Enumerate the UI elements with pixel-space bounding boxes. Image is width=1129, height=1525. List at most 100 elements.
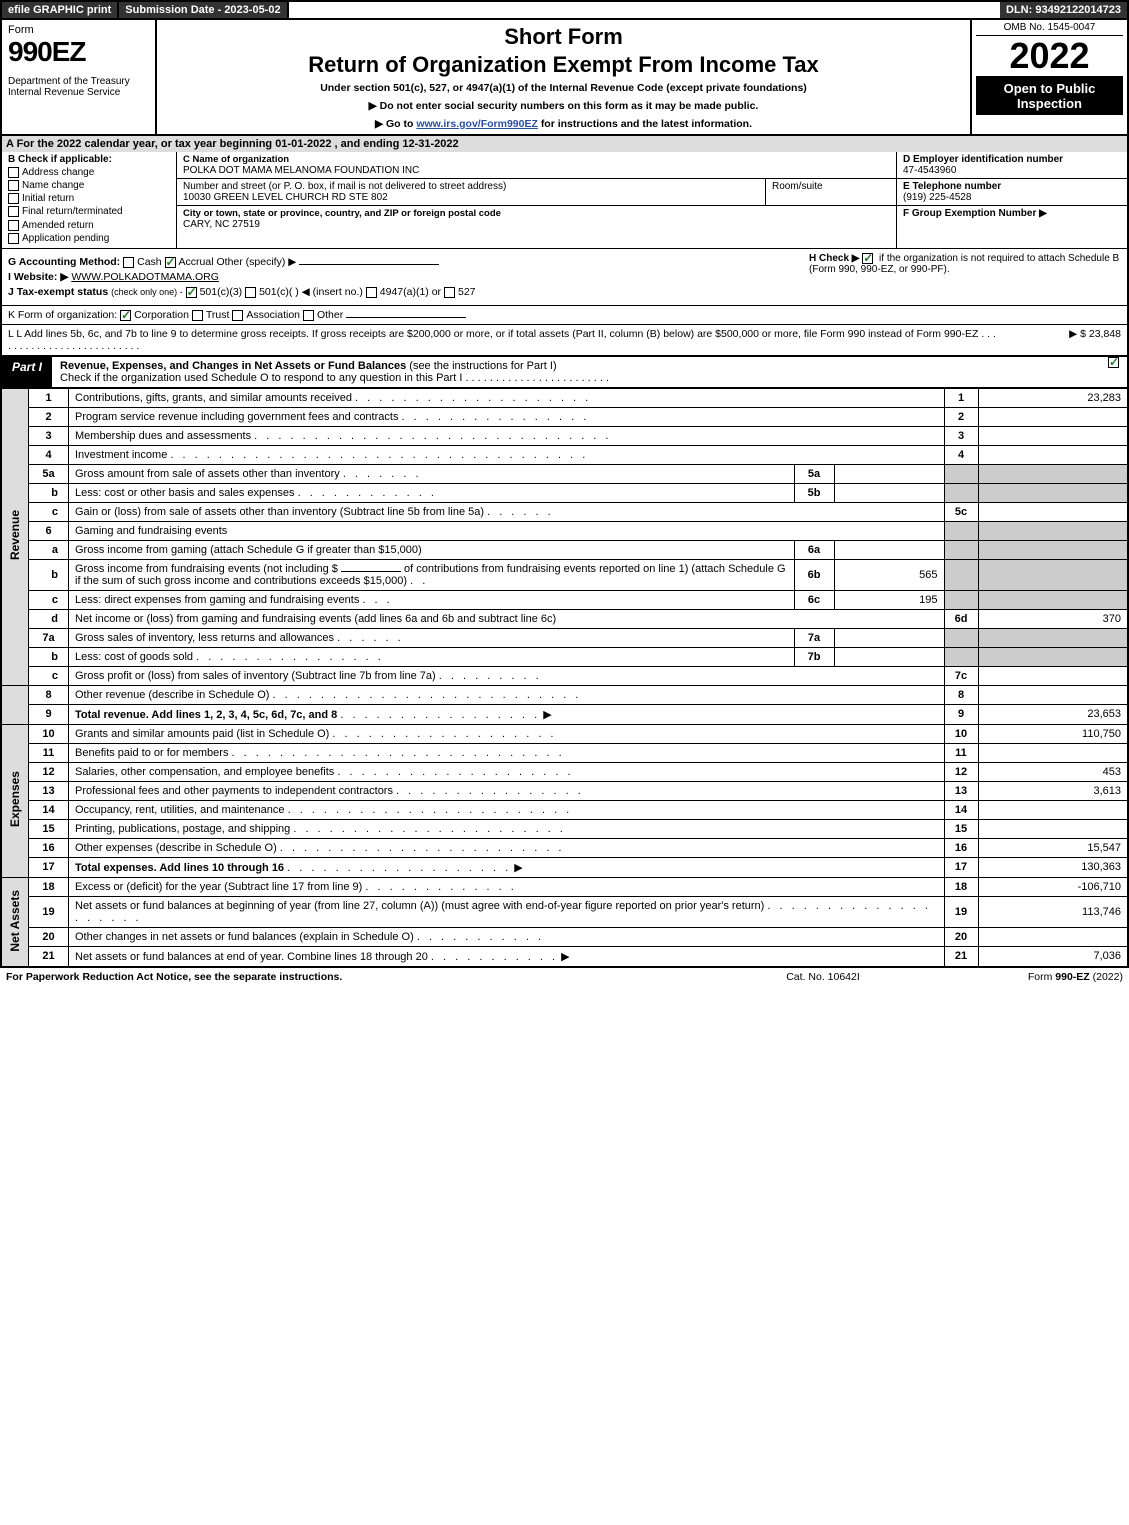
dept-treasury: Department of the Treasury Internal Reve… bbox=[8, 76, 149, 98]
chk-501c3[interactable] bbox=[186, 287, 197, 298]
table-row: c Gain or (loss) from sale of assets oth… bbox=[1, 502, 1128, 521]
chk-amended-return-label: Amended return bbox=[22, 220, 94, 231]
table-row: 19 Net assets or fund balances at beginn… bbox=[1, 896, 1128, 927]
line-ref: 14 bbox=[944, 800, 978, 819]
part1-table: Revenue 1 Contributions, gifts, grants, … bbox=[0, 388, 1129, 967]
line-amount: 453 bbox=[978, 762, 1128, 781]
line-ref: 18 bbox=[944, 877, 978, 896]
line-desc: Grants and similar amounts paid (list in… bbox=[75, 728, 329, 740]
line-ref: 5c bbox=[944, 502, 978, 521]
subline-amount bbox=[834, 464, 944, 483]
line-desc: Total revenue. Add lines 1, 2, 3, 4, 5c,… bbox=[75, 709, 337, 721]
chk-trust[interactable] bbox=[192, 310, 203, 321]
footer-right: Form 990-EZ (2022) bbox=[923, 971, 1123, 983]
website-link[interactable]: WWW.POLKADOTMAMA.ORG bbox=[71, 271, 219, 283]
chk-association[interactable] bbox=[232, 310, 243, 321]
line-num: 1 bbox=[29, 388, 69, 407]
line-num: 7a bbox=[29, 628, 69, 647]
chk-schedule-b[interactable] bbox=[862, 253, 873, 264]
chk-accrual[interactable] bbox=[165, 257, 176, 268]
arrow-icon: ▶ bbox=[514, 862, 522, 874]
phone-value: (919) 225-4528 bbox=[903, 192, 1121, 203]
opt-501c: 501(c)( ) ◀ (insert no.) bbox=[259, 286, 363, 298]
city-cell: City or town, state or province, country… bbox=[177, 206, 896, 232]
line-desc: Net assets or fund balances at end of ye… bbox=[75, 951, 428, 963]
line-num: 5a bbox=[29, 464, 69, 483]
table-row: Net Assets 18 Excess or (deficit) for th… bbox=[1, 877, 1128, 896]
grey-cell bbox=[944, 559, 978, 590]
chk-other-org[interactable] bbox=[303, 310, 314, 321]
subline-amount bbox=[834, 540, 944, 559]
form-word: Form bbox=[8, 24, 149, 36]
line-num: a bbox=[29, 540, 69, 559]
part1-tab: Part I bbox=[2, 357, 52, 387]
rows-ghij: G Accounting Method: Cash Accrual Other … bbox=[0, 249, 1129, 306]
org-name: POLKA DOT MAMA MELANOMA FOUNDATION INC bbox=[183, 165, 890, 176]
chk-application-pending[interactable]: Application pending bbox=[8, 233, 170, 244]
chk-name-change[interactable]: Name change bbox=[8, 180, 170, 191]
line-num: b bbox=[29, 647, 69, 666]
col-b: B Check if applicable: Address change Na… bbox=[2, 152, 177, 248]
chk-final-return[interactable]: Final return/terminated bbox=[8, 206, 170, 217]
row-j-note: (check only one) - bbox=[111, 287, 183, 297]
line-desc: Gross sales of inventory, less returns a… bbox=[75, 632, 334, 644]
arrow-icon: ▶ bbox=[543, 709, 551, 721]
chk-name-change-label: Name change bbox=[22, 180, 84, 191]
line-desc: Other expenses (describe in Schedule O) bbox=[75, 842, 277, 854]
line-num: b bbox=[29, 559, 69, 590]
efile-print[interactable]: efile GRAPHIC print bbox=[2, 2, 119, 18]
subline-amount: 195 bbox=[834, 590, 944, 609]
table-row: b Less: cost or other basis and sales ex… bbox=[1, 483, 1128, 502]
line-desc: Less: direct expenses from gaming and fu… bbox=[75, 594, 359, 606]
submission-date: Submission Date - 2023-05-02 bbox=[119, 2, 288, 18]
line-ref: 15 bbox=[944, 819, 978, 838]
chk-address-change[interactable]: Address change bbox=[8, 167, 170, 178]
omb-number: OMB No. 1545-0047 bbox=[976, 22, 1123, 36]
line-ref: 21 bbox=[944, 946, 978, 966]
table-row: 5a Gross amount from sale of assets othe… bbox=[1, 464, 1128, 483]
table-row: c Less: direct expenses from gaming and … bbox=[1, 590, 1128, 609]
chk-amended-return[interactable]: Amended return bbox=[8, 220, 170, 231]
line-ref: 9 bbox=[944, 704, 978, 724]
line-amount: -106,710 bbox=[978, 877, 1128, 896]
chk-527[interactable] bbox=[444, 287, 455, 298]
line-desc: Salaries, other compensation, and employ… bbox=[75, 766, 334, 778]
col-b-header: B Check if applicable: bbox=[8, 154, 170, 165]
line-amount bbox=[978, 407, 1128, 426]
part1-check[interactable] bbox=[1103, 357, 1127, 387]
line-num: 2 bbox=[29, 407, 69, 426]
instr-goto: ▶ Go to www.irs.gov/Form990EZ for instru… bbox=[165, 118, 962, 130]
chk-initial-return[interactable]: Initial return bbox=[8, 193, 170, 204]
line-ref: 2 bbox=[944, 407, 978, 426]
opt-527: 527 bbox=[458, 286, 476, 298]
room-label: Room/suite bbox=[772, 181, 890, 192]
grey-cell bbox=[944, 483, 978, 502]
line-desc: Contributions, gifts, grants, and simila… bbox=[75, 392, 352, 404]
line-amount: 7,036 bbox=[978, 946, 1128, 966]
row-g-label: G Accounting Method: bbox=[8, 256, 120, 268]
subline-ref: 5a bbox=[794, 464, 834, 483]
chk-cash[interactable] bbox=[123, 257, 134, 268]
street-label: Number and street (or P. O. box, if mail… bbox=[183, 181, 759, 192]
org-name-label: C Name of organization bbox=[183, 154, 890, 165]
line-desc: Printing, publications, postage, and shi… bbox=[75, 823, 290, 835]
line-num: 19 bbox=[29, 896, 69, 927]
line-num: 13 bbox=[29, 781, 69, 800]
subline-ref: 6b bbox=[794, 559, 834, 590]
accrual-label: Accrual bbox=[179, 256, 214, 268]
line-amount bbox=[978, 666, 1128, 685]
page-footer: For Paperwork Reduction Act Notice, see … bbox=[0, 967, 1129, 986]
chk-corporation[interactable] bbox=[120, 310, 131, 321]
table-row: 4 Investment income . . . . . . . . . . … bbox=[1, 445, 1128, 464]
ein-value: 47-4543960 bbox=[903, 165, 1121, 176]
subline-ref: 7b bbox=[794, 647, 834, 666]
line-desc: Benefits paid to or for members bbox=[75, 747, 228, 759]
irs-link[interactable]: www.irs.gov/Form990EZ bbox=[416, 118, 538, 130]
subline-ref: 6a bbox=[794, 540, 834, 559]
line-amount bbox=[978, 800, 1128, 819]
opt-4947: 4947(a)(1) or bbox=[380, 286, 441, 298]
chk-501c[interactable] bbox=[245, 287, 256, 298]
line-num: 20 bbox=[29, 927, 69, 946]
row-i-label: I Website: ▶ bbox=[8, 271, 68, 283]
chk-4947[interactable] bbox=[366, 287, 377, 298]
